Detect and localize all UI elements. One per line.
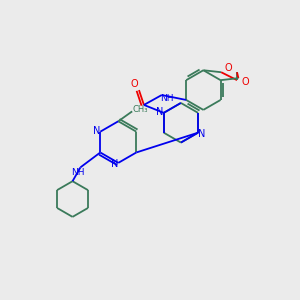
Text: N: N [156,107,164,117]
Text: NH: NH [160,94,173,103]
Text: O: O [242,77,249,87]
Text: O: O [224,63,232,73]
Text: N: N [111,159,118,169]
Text: CH₃: CH₃ [132,105,148,114]
Text: N: N [93,126,100,136]
Text: NH: NH [71,168,84,177]
Text: O: O [130,79,138,89]
Text: N: N [198,129,206,139]
